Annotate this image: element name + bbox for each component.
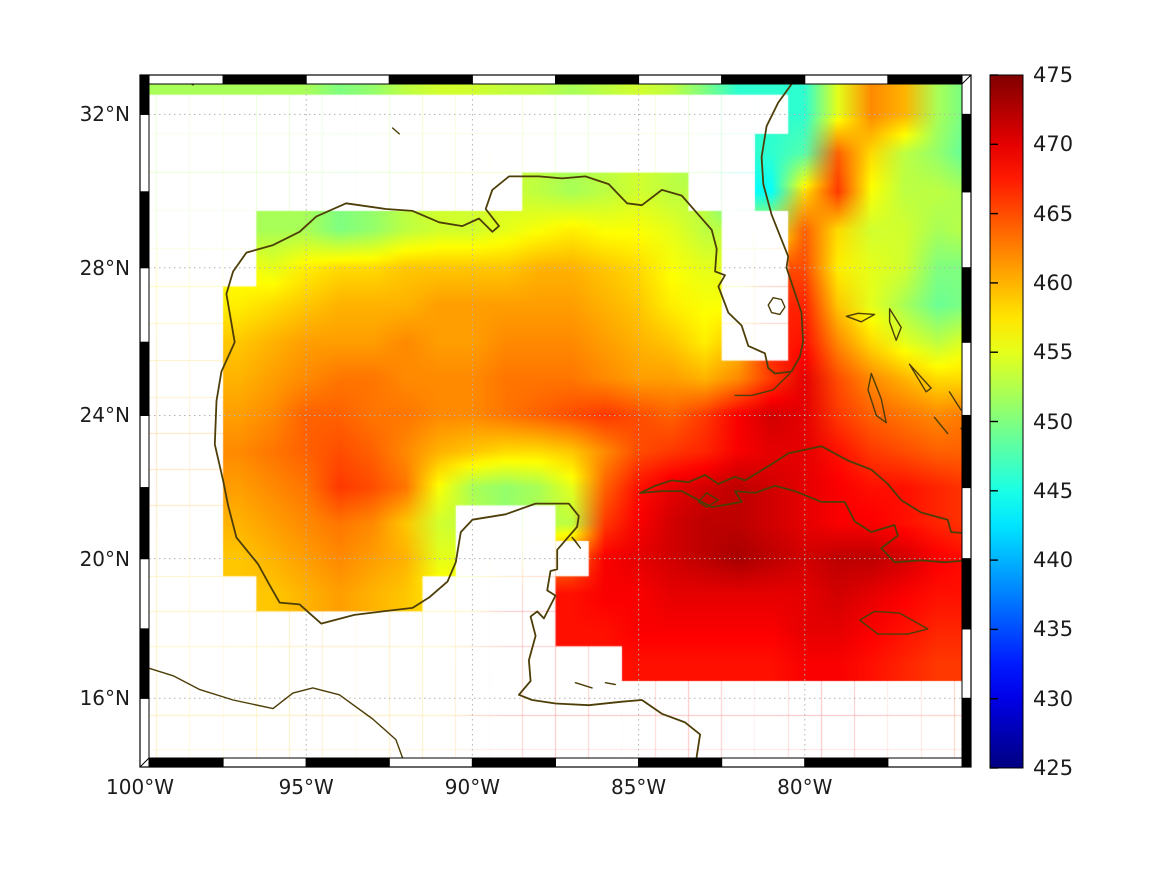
frame-right-segment <box>961 487 972 560</box>
frame-right-segment <box>961 414 972 489</box>
frame-right-segment <box>961 74 972 115</box>
colorbar-tick-label: 460 <box>1033 270 1074 295</box>
coastline <box>908 363 932 393</box>
frame-bottom-segment <box>305 757 390 768</box>
frame-right-segment <box>961 191 972 269</box>
coastline <box>391 127 400 135</box>
lat-tick-label: 16°N <box>79 686 130 711</box>
frame-top-segment <box>721 74 806 85</box>
coastline <box>888 308 902 341</box>
frame-left-segment <box>139 697 150 768</box>
frame-bottom-segment <box>638 757 723 768</box>
frame-bottom-segment <box>555 757 640 768</box>
coastline <box>574 682 593 689</box>
frame-corner-miter <box>961 757 972 768</box>
frame-right-segment <box>961 341 972 416</box>
frame-top-segment <box>471 74 556 85</box>
colorbar-tick-label: 425 <box>1033 756 1074 780</box>
colorbar-tick-label: 450 <box>1033 409 1074 434</box>
frame-corner-miter <box>139 74 150 85</box>
coastline <box>213 84 804 758</box>
colorbar-tick-label: 475 <box>1033 63 1074 87</box>
frame-left-segment <box>139 113 150 193</box>
colorbar-tick-label: 430 <box>1033 686 1074 711</box>
frame-left-segment <box>139 74 150 115</box>
frame-right-segment <box>961 697 972 768</box>
frame-outer <box>139 74 972 768</box>
coastline <box>639 445 962 564</box>
frame-top-segment <box>305 74 390 85</box>
coastline <box>697 492 720 508</box>
frame-top-segment <box>222 74 307 85</box>
frame-left-segment <box>139 628 150 699</box>
colorbar-tick-label: 465 <box>1033 201 1074 226</box>
coastline <box>149 667 404 758</box>
coastline <box>571 536 582 549</box>
frame-bottom-segment <box>471 757 556 768</box>
colorbar-tick-label: 440 <box>1033 548 1074 573</box>
lon-tick-label: 95°W <box>278 775 334 799</box>
frame-bottom-segment <box>804 757 889 768</box>
frame-right-segment <box>961 628 972 699</box>
frame-right-segment <box>961 113 972 193</box>
frame-left-segment <box>139 267 150 343</box>
coastline <box>767 297 786 316</box>
colorbar-tick-label: 445 <box>1033 478 1074 503</box>
colorbar-tick-label: 470 <box>1033 132 1074 157</box>
frame-top-segment <box>887 74 972 85</box>
frame-bottom-segment <box>388 757 473 768</box>
coastline <box>734 372 791 397</box>
frame-corner-miter <box>961 74 972 85</box>
frame-left-segment <box>139 558 150 630</box>
frame-left-segment <box>139 341 150 416</box>
lat-tick-label: 32°N <box>79 102 130 127</box>
frame-top-segment <box>388 74 473 85</box>
lat-tick-label: 24°N <box>79 403 130 428</box>
coastline <box>948 391 962 411</box>
frame-top-segment <box>139 74 224 85</box>
coastline <box>858 610 929 635</box>
coastline <box>867 372 887 424</box>
lat-tick-label: 28°N <box>79 255 130 280</box>
frame-left-segment <box>139 414 150 489</box>
lat-tick-label: 20°N <box>79 546 130 571</box>
frame-left-segment <box>139 487 150 560</box>
frame-bottom-segment <box>139 757 224 768</box>
lon-tick-label: 80°W <box>777 775 833 799</box>
frame-corner-miter <box>139 757 150 768</box>
lon-tick-label: 85°W <box>610 775 667 799</box>
frame-bottom-segment <box>887 757 972 768</box>
frame-top-segment <box>638 74 723 85</box>
frame-right-segment <box>961 267 972 343</box>
colorbar-tick-label: 455 <box>1033 340 1074 365</box>
frame-right-segment <box>961 558 972 630</box>
lon-tick-label: 90°W <box>444 775 500 799</box>
frame-inner <box>148 83 963 759</box>
frame-bottom-segment <box>721 757 806 768</box>
frame-bottom-segment <box>222 757 307 768</box>
coastline <box>604 682 616 686</box>
colorbar-tick-label: 435 <box>1033 617 1074 642</box>
coastline <box>845 312 876 323</box>
frame-top-segment <box>555 74 640 85</box>
frame-top-segment <box>804 74 889 85</box>
coastline <box>933 416 949 435</box>
lon-tick-label: 100°W <box>106 775 174 799</box>
frame-left-segment <box>139 191 150 269</box>
